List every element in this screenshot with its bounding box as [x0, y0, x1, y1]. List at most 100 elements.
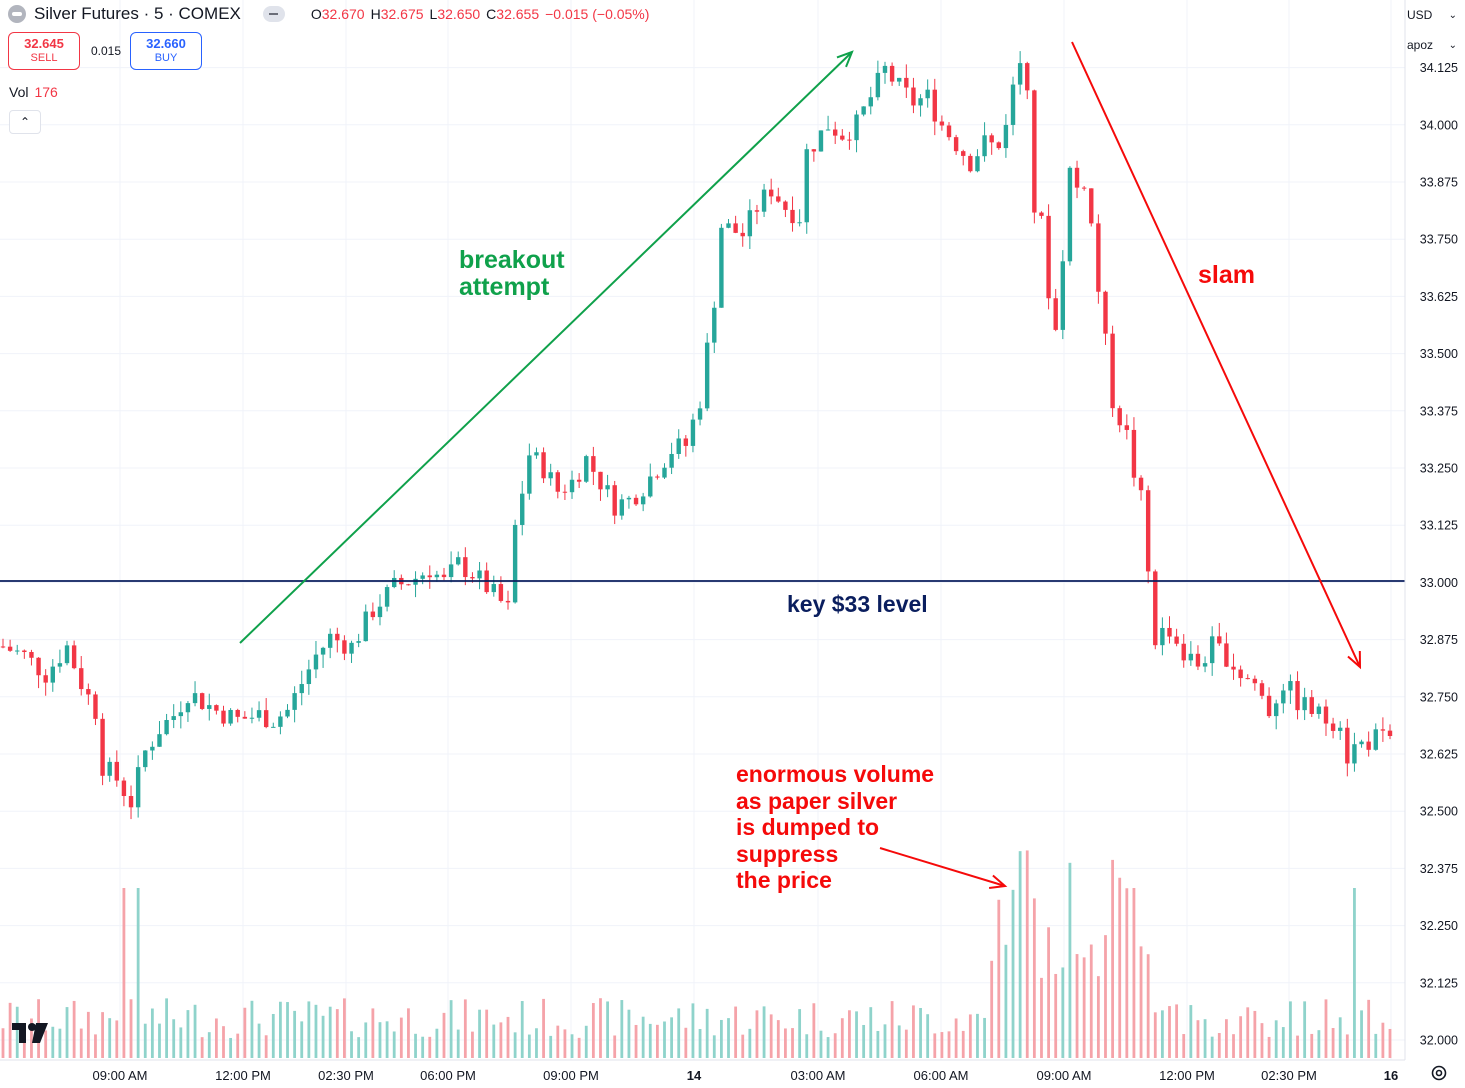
collapse-legend-button[interactable]: ⌃: [9, 110, 41, 134]
volume-bar: [1367, 999, 1371, 1058]
candle-body: [1145, 490, 1151, 572]
volume-bar: [22, 1028, 26, 1058]
volume-bar: [1331, 1028, 1335, 1058]
volume-bar: [1040, 977, 1043, 1058]
gear-icon[interactable]: [1428, 1062, 1450, 1084]
tradingview-logo[interactable]: [12, 1023, 48, 1043]
volume-bar: [314, 1004, 318, 1058]
candle-body: [178, 712, 184, 717]
volume-bar: [741, 1034, 745, 1058]
key-level-annotation: key $33 level: [787, 591, 928, 617]
volume-bar: [819, 1030, 823, 1058]
close-value: 32.655: [496, 6, 540, 22]
candle-body: [648, 476, 653, 497]
buy-label: BUY: [154, 52, 178, 65]
candle-body: [150, 746, 155, 751]
volume-bar: [442, 1012, 446, 1058]
buy-button[interactable]: 32.660 BUY: [130, 32, 202, 70]
volume-bar: [961, 1030, 965, 1058]
candle-body: [875, 72, 881, 98]
price-tick-label: 33.875: [1420, 176, 1458, 190]
volume-bar: [385, 1021, 389, 1058]
volume-bar: [58, 1028, 62, 1058]
volume-bar: [165, 998, 168, 1058]
candle-body: [833, 129, 838, 136]
volume-bar: [527, 1034, 531, 1058]
price-tick-label: 33.500: [1420, 347, 1458, 361]
candle-body: [747, 210, 753, 237]
candle-body: [633, 497, 639, 505]
currency-selector[interactable]: USD ⌄: [1407, 5, 1457, 25]
candle-body: [271, 726, 276, 728]
unit-selector[interactable]: apoz ⌄: [1407, 35, 1457, 55]
volume-bar: [193, 1004, 197, 1058]
time-tick-label: 06:00 PM: [420, 1068, 476, 1083]
volume-bar: [200, 1037, 204, 1058]
candle-body: [1352, 744, 1357, 764]
volume-bar: [1075, 954, 1079, 1058]
volume-bar: [1381, 1022, 1385, 1058]
volume-bar: [748, 1028, 752, 1058]
candle-body: [1266, 695, 1272, 717]
volume-bar: [399, 1017, 403, 1058]
candle-body: [71, 645, 77, 669]
volume-bar: [1232, 1034, 1235, 1058]
volume-bar: [1182, 1034, 1186, 1058]
volume-bar: [158, 1023, 161, 1058]
unit-label: apoz: [1407, 38, 1434, 52]
candle-body: [726, 223, 731, 228]
sell-button[interactable]: 32.645 SELL: [8, 32, 80, 70]
volume-bar: [229, 1037, 233, 1058]
volume-bar: [634, 1024, 638, 1058]
volume-bar: [343, 998, 346, 1058]
volume-bar: [833, 1033, 837, 1058]
candle-body: [946, 125, 952, 138]
volume-bar: [904, 1029, 908, 1058]
volume-bar: [684, 1027, 688, 1058]
volume-bar: [826, 1037, 830, 1058]
volume-bar: [101, 1012, 104, 1058]
volume-bar: [648, 1023, 652, 1058]
candle-body: [669, 453, 674, 468]
eye-hide-icon[interactable]: [262, 6, 285, 22]
volume-bar: [1068, 862, 1072, 1058]
candle-body: [1366, 741, 1371, 750]
chevron-up-icon: ⌃: [19, 115, 31, 129]
candle-body: [285, 709, 290, 717]
candle-body: [406, 584, 411, 586]
volume-bar: [947, 1031, 951, 1058]
chevron-down-icon: ⌄: [1448, 39, 1457, 51]
candle-body: [847, 139, 852, 141]
candle-body: [1174, 636, 1179, 644]
candle-body: [135, 767, 141, 808]
candle-body: [1003, 124, 1009, 149]
candle-body: [384, 587, 390, 607]
volume-bar: [186, 1010, 190, 1058]
volume-bar: [257, 1023, 261, 1058]
volume-bar: [641, 1016, 645, 1058]
volume-bar: [1324, 999, 1328, 1058]
candle-body: [548, 472, 553, 479]
chevron-down-icon: ⌄: [1448, 9, 1457, 21]
candle-body: [520, 493, 525, 525]
symbol-title[interactable]: Silver Futures · 5 · COMEX: [34, 4, 241, 23]
candle-body: [86, 689, 91, 695]
volume-bar: [1089, 944, 1093, 1058]
volume-bar: [15, 1006, 19, 1058]
volume-bar: [954, 1018, 958, 1058]
volume-bar: [499, 1022, 503, 1058]
price-tick-label: 32.125: [1420, 976, 1458, 990]
candle-body: [491, 584, 496, 593]
candle-body: [605, 485, 610, 490]
volume-bar: [784, 1028, 787, 1058]
volume-bar: [655, 1024, 659, 1058]
candle-body: [690, 419, 696, 446]
candle-body: [662, 467, 667, 478]
volume-bar: [179, 1027, 183, 1058]
candle-body: [1067, 167, 1073, 262]
volume-bar: [1096, 976, 1100, 1058]
volume-bar: [1267, 1036, 1271, 1058]
candle-body: [320, 647, 326, 655]
volume-bar: [1004, 944, 1008, 1058]
